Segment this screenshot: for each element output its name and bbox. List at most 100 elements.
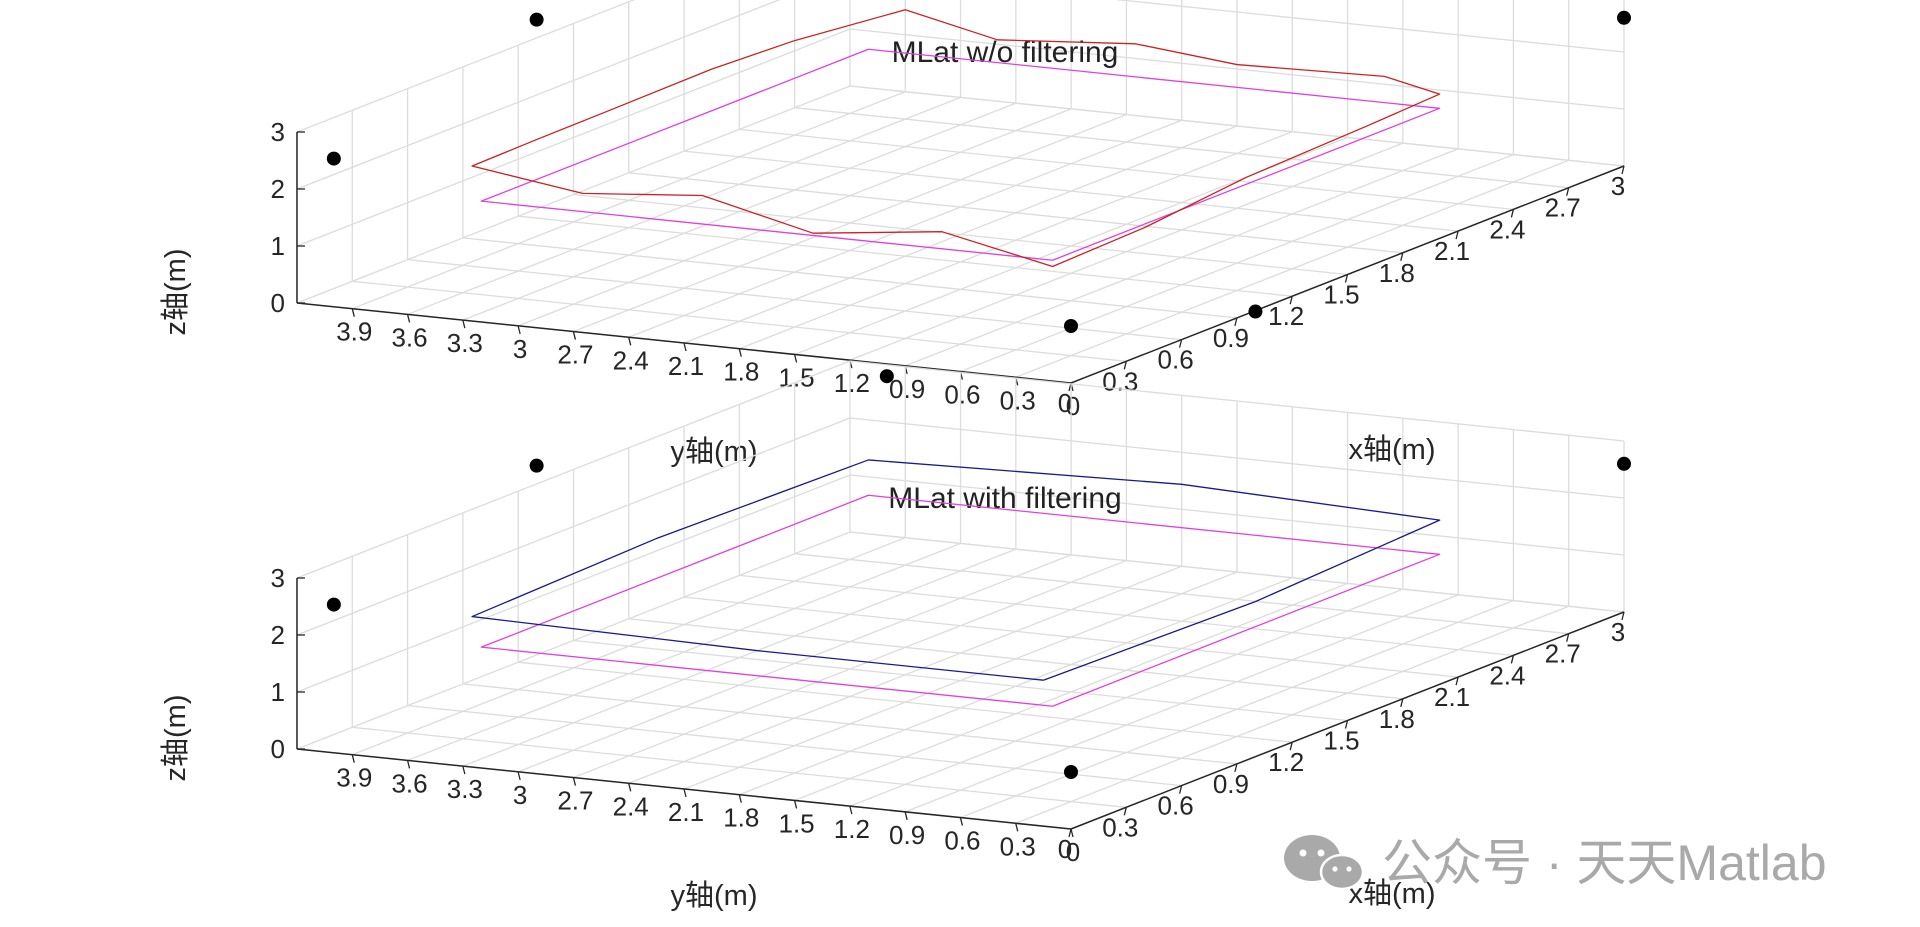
gridline: [296, 474, 851, 693]
gridline: [739, 577, 1293, 796]
y-tick-mark: [849, 805, 853, 815]
y-tick-mark: [904, 811, 908, 821]
x-tick-label: 2.7: [1545, 639, 1581, 669]
y-tick-mark: [628, 337, 632, 346]
x-tick-mark: [1510, 209, 1515, 218]
x-tick-label: 2.1: [1434, 682, 1470, 712]
y-tick-mark: [959, 817, 964, 826]
anchor-point: [1248, 304, 1263, 319]
y-tick-label: 1.2: [834, 368, 870, 398]
gridline: [296, 360, 851, 579]
gridline: [1015, 159, 1569, 378]
chart-title: MLat w/o filtering: [892, 36, 1119, 69]
gridline: [794, 582, 1348, 802]
gridline: [296, 85, 851, 304]
x-tick-label: 0.6: [1158, 345, 1194, 375]
x-tick-mark: [1621, 165, 1625, 175]
y-tick-mark: [351, 308, 355, 317]
y-tick-label: 3.3: [447, 774, 483, 804]
x-tick-mark: [1510, 655, 1515, 664]
gridline: [296, 0, 781, 190]
x-tick-mark: [1400, 698, 1404, 707]
series-line: [471, 459, 1441, 681]
z-tick-label: 1: [271, 231, 285, 261]
y-tick-label: 3.6: [391, 322, 427, 352]
x-tick-mark: [1344, 720, 1349, 729]
x-tick-mark: [1289, 296, 1293, 305]
y-tick-mark: [738, 794, 742, 803]
y-tick-label: 0.6: [944, 826, 980, 856]
gridline: [407, 96, 961, 316]
y-tick-mark: [517, 771, 521, 781]
x-tick-label: 2.7: [1545, 193, 1581, 223]
y-tick-label: 0.9: [889, 374, 925, 404]
watermark: 公众号 · 天天Matlab: [1284, 835, 1827, 891]
gridline: [849, 360, 1625, 442]
x-tick-label: 0.9: [1213, 769, 1249, 799]
series-line: [480, 48, 1441, 261]
x-tick-mark: [1178, 785, 1183, 794]
x-tick-mark: [1566, 633, 1570, 642]
y-tick-mark: [738, 348, 742, 357]
y-axis-line: [296, 748, 1072, 830]
chart-panel-top: 0 0.3 0.6 0.9 1.2 1.5 1.8 2.1 2.4 2.7 3 0 0.3 0.6 0.9 1…: [159, 0, 1631, 468]
y-tick-label: 0.9: [889, 820, 925, 850]
anchor-point: [1616, 456, 1631, 471]
x-tick-mark: [1234, 317, 1238, 327]
gridline: [628, 119, 1182, 338]
y-tick-mark: [462, 765, 466, 775]
y-axis-label: y轴(m): [671, 879, 758, 912]
gridline: [739, 131, 1293, 350]
y-tick-mark: [683, 788, 687, 798]
y-tick-label: 3.3: [447, 328, 483, 358]
gridline: [849, 531, 1625, 613]
gridline: [849, 588, 1404, 807]
x-tick-label: 1.8: [1379, 258, 1415, 288]
y-tick-label: 3.6: [391, 768, 427, 798]
watermark-text: 公众号 · 天天Matlab: [1382, 835, 1827, 891]
x-tick-label: 0.6: [1158, 791, 1194, 821]
gridline: [352, 91, 906, 310]
gridline: [1114, 0, 1625, 53]
y-tick-mark: [793, 800, 798, 809]
y-tick-label: 2.1: [668, 797, 704, 827]
y-tick-mark: [517, 325, 521, 335]
y-axis-line: [296, 302, 1072, 384]
x-tick-mark: [1123, 807, 1127, 816]
x-tick-label: 2.4: [1489, 214, 1525, 244]
y-tick-label: 0.6: [944, 380, 980, 410]
anchor-point: [1064, 765, 1078, 779]
y-tick-mark: [1070, 828, 1074, 838]
anchor-point: [1616, 10, 1631, 25]
anchor-point: [529, 12, 544, 27]
x-tick-label: 1.8: [1379, 704, 1415, 734]
gridline: [628, 565, 1182, 784]
y-tick-label: 0: [1066, 391, 1080, 421]
anchor-point: [326, 151, 341, 166]
x-tick-label: 1.2: [1268, 747, 1304, 777]
y-tick-mark: [351, 754, 355, 763]
y-tick-mark: [1015, 823, 1019, 832]
x-tick-label: 2.4: [1489, 660, 1525, 690]
y-tick-label: 1.8: [723, 357, 759, 387]
anchor-point: [1064, 319, 1078, 333]
z-tick-label: 0: [271, 288, 285, 318]
gridline: [296, 417, 851, 636]
y-tick-mark: [406, 760, 411, 769]
x-tick-mark: [1455, 676, 1459, 686]
x-tick-label: 1.2: [1268, 301, 1304, 331]
x-tick-label: 3: [1611, 617, 1625, 647]
x-tick-label: 0: [1058, 388, 1072, 418]
gridline: [296, 28, 851, 247]
gridline: [683, 125, 1238, 344]
x-tick-mark: [1234, 763, 1238, 773]
y-axis-label: y轴(m): [671, 435, 758, 468]
y-tick-label: 2.4: [613, 345, 649, 375]
y-tick-mark: [683, 342, 687, 352]
gridline: [960, 599, 1514, 819]
gridline: [462, 102, 1017, 321]
z-tick-label: 2: [271, 620, 285, 650]
gridline: [573, 559, 1127, 779]
x-tick-label: 0.3: [1102, 812, 1138, 842]
x-tick-label: 2.1: [1434, 236, 1470, 266]
